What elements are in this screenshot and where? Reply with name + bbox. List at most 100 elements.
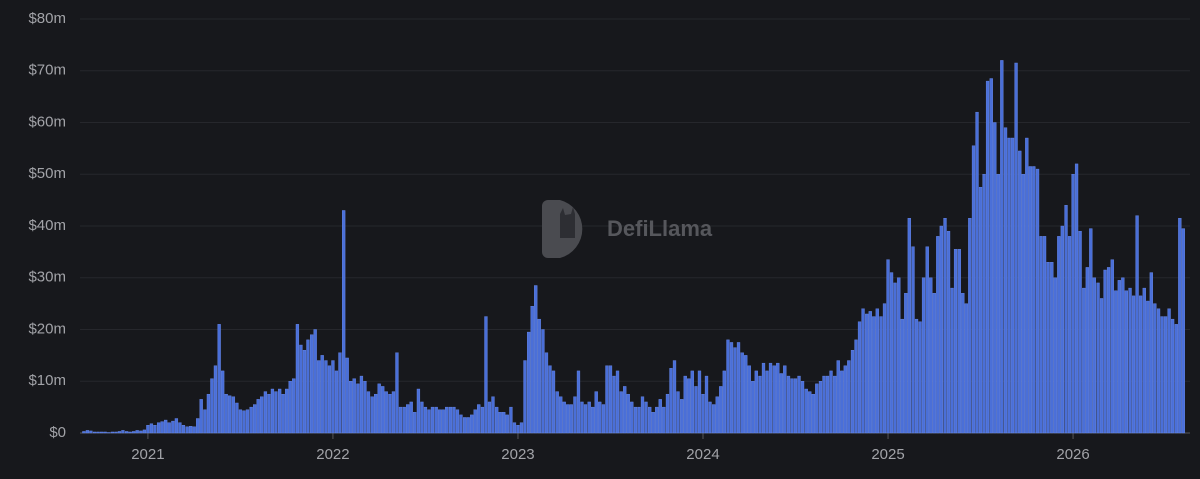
bar [1050, 262, 1054, 434]
bar [797, 375, 801, 434]
bar [178, 422, 182, 434]
bar [306, 339, 310, 434]
bar [1106, 267, 1111, 434]
bar [487, 401, 492, 434]
bar [132, 431, 136, 434]
bar [897, 277, 901, 434]
bar [377, 383, 381, 434]
bar [1128, 287, 1132, 434]
bar [633, 406, 638, 434]
bar [413, 412, 417, 434]
x-tick-label: 2026 [1056, 446, 1089, 463]
bar [149, 423, 154, 434]
bar [299, 344, 303, 434]
bar [893, 282, 897, 434]
bar [235, 402, 239, 434]
bar [463, 417, 467, 434]
bar [313, 329, 317, 434]
bar [658, 399, 662, 434]
bar [434, 406, 438, 434]
bar [1060, 225, 1064, 434]
y-tick-label: $60m [28, 113, 66, 130]
bar [331, 360, 335, 434]
bar [1053, 277, 1057, 434]
bar [1007, 137, 1011, 434]
bar [356, 383, 360, 434]
bar [907, 218, 911, 434]
bar [683, 375, 687, 434]
bar [263, 391, 268, 434]
bar [427, 409, 431, 434]
bar [932, 293, 936, 434]
bar [288, 381, 292, 434]
bar [224, 393, 228, 434]
bar [790, 378, 794, 434]
bar [694, 386, 698, 434]
bar [82, 431, 86, 434]
bar [1163, 316, 1168, 434]
bar [217, 324, 221, 434]
bar [334, 370, 339, 434]
bar [1146, 300, 1150, 434]
bar [1010, 137, 1015, 434]
bar [416, 388, 421, 434]
bar [598, 401, 602, 434]
bar [480, 406, 485, 434]
bar [285, 388, 289, 434]
bar [128, 431, 132, 434]
bar [680, 399, 684, 434]
bar [374, 393, 378, 434]
bar [398, 406, 403, 434]
bar [772, 365, 776, 434]
bar [850, 350, 855, 434]
bar [800, 381, 805, 434]
bar [192, 426, 196, 434]
bar [519, 422, 524, 434]
bar [395, 352, 399, 434]
bar [124, 431, 129, 434]
bar [473, 409, 477, 434]
bar [985, 80, 990, 434]
bar [936, 236, 940, 434]
bar [117, 431, 122, 434]
bar [1018, 150, 1022, 434]
y-tick-label: $10m [28, 372, 66, 389]
bar [512, 422, 517, 434]
bar [669, 368, 673, 434]
bar [1071, 174, 1075, 434]
y-tick-label: $40m [28, 217, 66, 234]
bar [534, 285, 538, 434]
bar [477, 404, 481, 434]
bar [982, 174, 986, 434]
y-tick-label: $30m [28, 269, 66, 286]
bar [1174, 324, 1178, 434]
bar [978, 186, 983, 434]
bar [637, 406, 641, 434]
bar [146, 425, 150, 434]
bar [327, 365, 332, 434]
bar [455, 409, 460, 434]
bar [253, 404, 257, 434]
bar [747, 365, 751, 434]
bar [1042, 236, 1047, 434]
bar [181, 425, 186, 434]
bar [121, 430, 125, 434]
bar [359, 375, 364, 434]
bar [1103, 269, 1107, 434]
bar [989, 78, 993, 434]
bar [868, 311, 872, 434]
bar [1117, 280, 1121, 434]
bar [278, 388, 282, 434]
bar [527, 331, 531, 434]
bar [573, 396, 577, 434]
bar [804, 388, 808, 434]
x-tick-label: 2023 [501, 446, 534, 463]
bar [904, 293, 908, 434]
bar [260, 396, 264, 434]
bar [338, 352, 342, 434]
bar [384, 391, 388, 434]
bar [776, 362, 780, 434]
bar [292, 378, 296, 434]
bar [1067, 236, 1072, 434]
bar [498, 412, 502, 434]
